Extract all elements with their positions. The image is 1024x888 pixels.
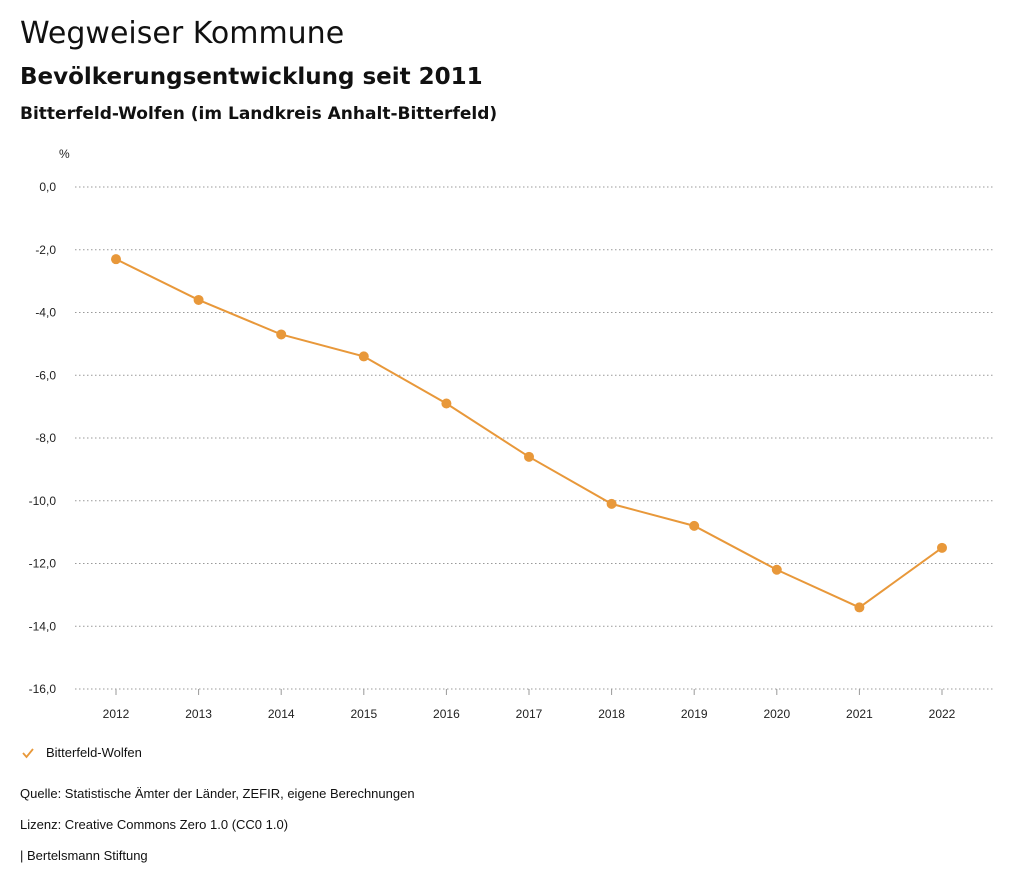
y-tick-label: -6,0 xyxy=(35,368,56,382)
legend-label: Bitterfeld-Wolfen xyxy=(46,745,142,760)
y-tick-label: -8,0 xyxy=(35,431,56,445)
x-tick-label: 2022 xyxy=(929,707,956,721)
x-tick-label: 2021 xyxy=(846,707,873,721)
x-tick-label: 2018 xyxy=(598,707,625,721)
y-tick-label: -16,0 xyxy=(29,682,57,696)
x-tick-label: 2016 xyxy=(433,707,460,721)
x-tick-label: 2014 xyxy=(268,707,295,721)
x-tick-label: 2013 xyxy=(185,707,212,721)
y-tick-label: -4,0 xyxy=(35,306,56,320)
region-label: Bitterfeld-Wolfen (im Landkreis Anhalt-B… xyxy=(20,104,498,124)
grid-lines xyxy=(75,186,993,690)
data-point[interactable] xyxy=(276,329,287,340)
y-tick-label: -10,0 xyxy=(29,494,57,508)
y-axis-ticks: 0,0 -2,0 -4,0 -6,0 -8,0 -10,0 -12,0 -14,0 -16,0 xyxy=(29,180,57,696)
data-point[interactable] xyxy=(358,351,369,362)
data-point[interactable] xyxy=(193,294,204,305)
chart-subtitle: Bevölkerungsentwicklung seit 2011 xyxy=(20,64,483,90)
source-note: Quelle: Statistische Ämter der Länder, Z… xyxy=(20,786,415,801)
x-tick-label: 2017 xyxy=(516,707,543,721)
y-tick-label: -2,0 xyxy=(35,243,56,257)
data-point[interactable] xyxy=(689,520,700,531)
line-chart: % 0,0 -2,0 -4,0 -6,0 -8,0 -10,0 -12,0 -14,0 -16,… xyxy=(29,147,993,721)
x-tick-label: 2012 xyxy=(103,707,130,721)
data-point[interactable] xyxy=(606,498,617,509)
y-tick-label: -14,0 xyxy=(29,619,57,633)
page-title: Wegweiser Kommune xyxy=(20,16,345,51)
data-point[interactable] xyxy=(771,564,782,575)
publisher-note: | Bertelsmann Stiftung xyxy=(20,848,148,863)
y-tick-label: -12,0 xyxy=(29,557,57,571)
data-point[interactable] xyxy=(524,451,534,462)
x-tick-label: 2015 xyxy=(350,707,377,721)
series-group xyxy=(111,254,947,613)
legend[interactable]: Bitterfeld-Wolfen xyxy=(22,745,142,760)
data-point[interactable] xyxy=(937,542,947,553)
license-note: Lizenz: Creative Commons Zero 1.0 (CC0 1… xyxy=(20,817,289,832)
y-axis-unit: % xyxy=(59,147,70,161)
legend-check-icon xyxy=(22,747,34,758)
x-axis-ticks: 2012 2013 2014 2015 2016 2017 2018 2019 2020 2021… xyxy=(103,689,956,721)
y-tick-label: 0,0 xyxy=(39,180,56,194)
data-point[interactable] xyxy=(111,254,121,265)
x-tick-label: 2019 xyxy=(681,707,708,721)
x-tick-label: 2020 xyxy=(763,707,790,721)
data-point[interactable] xyxy=(854,602,865,613)
series-line-bitterfeld-wolfen xyxy=(115,258,943,609)
data-point[interactable] xyxy=(441,398,452,409)
